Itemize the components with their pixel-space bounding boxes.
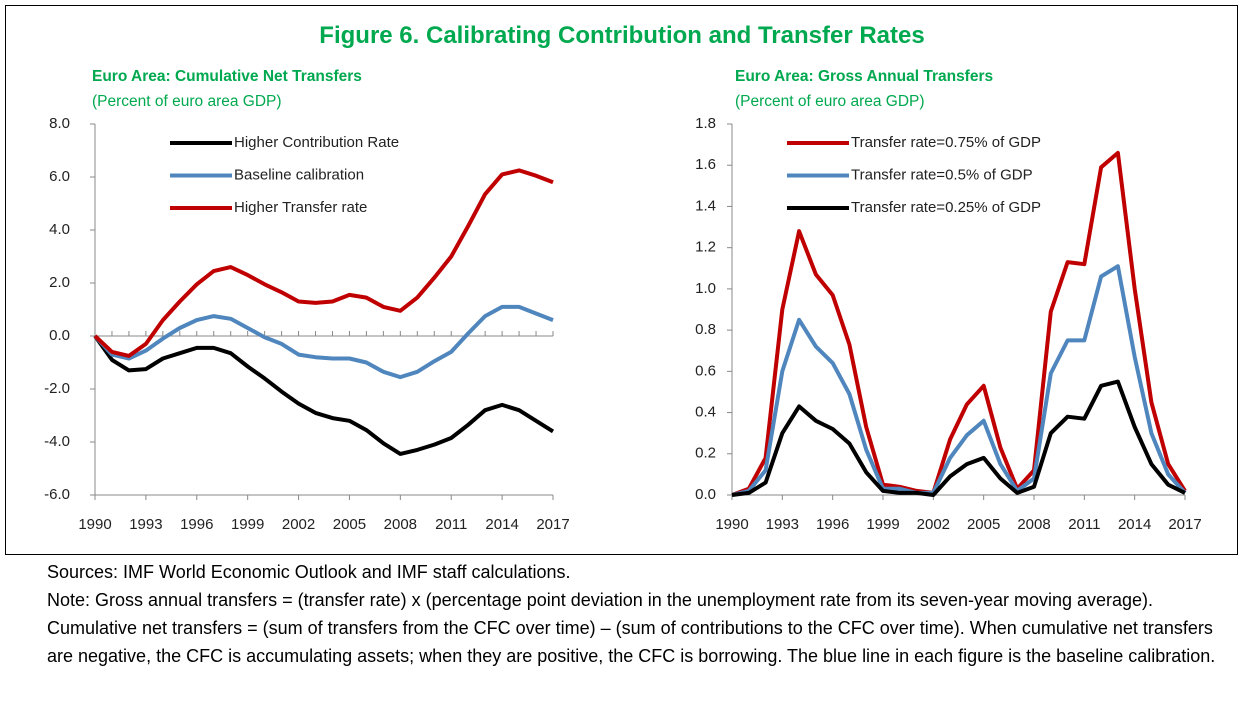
series-line <box>93 334 555 456</box>
x-tick-label: 2005 <box>967 516 1000 533</box>
y-tick-label: 8.0 <box>49 115 70 132</box>
legend-label: Transfer rate=0.5% of GDP <box>851 166 1033 183</box>
y-tick-label: 1.8 <box>695 115 716 132</box>
y-tick-label: 1.4 <box>695 197 716 214</box>
series-line <box>731 150 1187 497</box>
legend-label: Baseline calibration <box>234 166 364 183</box>
series-line <box>731 379 1186 497</box>
y-tick-label: 4.0 <box>49 221 70 238</box>
y-tick-label: 1.2 <box>695 239 716 256</box>
x-tick-label: 2017 <box>536 516 569 533</box>
y-tick-label: 0.6 <box>695 362 716 379</box>
chart-subtitle: (Percent of euro area GDP) <box>735 93 925 110</box>
series-line <box>93 168 554 358</box>
series-line <box>731 264 1187 497</box>
x-tick-label: 2014 <box>485 516 518 533</box>
x-tick-label: 1996 <box>816 516 849 533</box>
x-tick-label: 2014 <box>1118 516 1151 533</box>
x-tick-label: 1996 <box>180 516 213 533</box>
x-tick-label: 2008 <box>1017 516 1050 533</box>
x-tick-label: 2011 <box>1068 516 1100 533</box>
x-tick-label: 1990 <box>78 516 111 533</box>
y-tick-label: 0.4 <box>695 404 716 421</box>
x-tick-label: 1999 <box>231 516 264 533</box>
y-tick-label: 1.6 <box>695 156 716 173</box>
chart-title: Euro Area: Gross Annual Transfers <box>735 68 993 85</box>
figure-frame <box>5 5 1238 555</box>
note: Note: Gross annual transfers = (transfer… <box>47 590 1216 666</box>
y-tick-label: 0.8 <box>695 321 716 338</box>
legend-label: Transfer rate=0.75% of GDP <box>851 134 1041 151</box>
y-tick-label: 6.0 <box>49 168 70 185</box>
y-tick-label: -4.0 <box>44 433 70 450</box>
y-tick-label: 0.0 <box>695 486 716 503</box>
sources: Sources: IMF World Economic Outlook and … <box>47 562 571 582</box>
legend-label: Higher Contribution Rate <box>234 134 399 151</box>
y-tick-label: -6.0 <box>44 486 70 503</box>
y-tick-label: 0.0 <box>49 327 70 344</box>
chart-title: Euro Area: Cumulative Net Transfers <box>92 68 362 85</box>
y-tick-label: -2.0 <box>44 380 70 397</box>
x-tick-label: 2008 <box>384 516 417 533</box>
x-tick-label: 2011 <box>435 516 467 533</box>
x-tick-label: 1990 <box>715 516 748 533</box>
series-line <box>93 304 554 380</box>
legend-label: Transfer rate=0.25% of GDP <box>851 199 1041 216</box>
y-tick-label: 0.2 <box>695 445 716 462</box>
x-tick-label: 2002 <box>282 516 315 533</box>
x-tick-label: 2017 <box>1168 516 1201 533</box>
x-tick-label: 2005 <box>333 516 366 533</box>
figure-title: Figure 6. Calibrating Contribution and T… <box>319 22 925 49</box>
x-tick-label: 2002 <box>917 516 950 533</box>
chart-subtitle: (Percent of euro area GDP) <box>92 93 282 110</box>
x-tick-label: 1999 <box>866 516 899 533</box>
legend-label: Higher Transfer rate <box>234 199 367 216</box>
charts: Euro Area: Cumulative Net Transfers (Perc… <box>44 68 1202 533</box>
y-tick-label: 2.0 <box>49 274 70 291</box>
x-tick-label: 1993 <box>766 516 799 533</box>
x-tick-label: 1993 <box>129 516 162 533</box>
y-tick-label: 1.0 <box>695 280 716 297</box>
